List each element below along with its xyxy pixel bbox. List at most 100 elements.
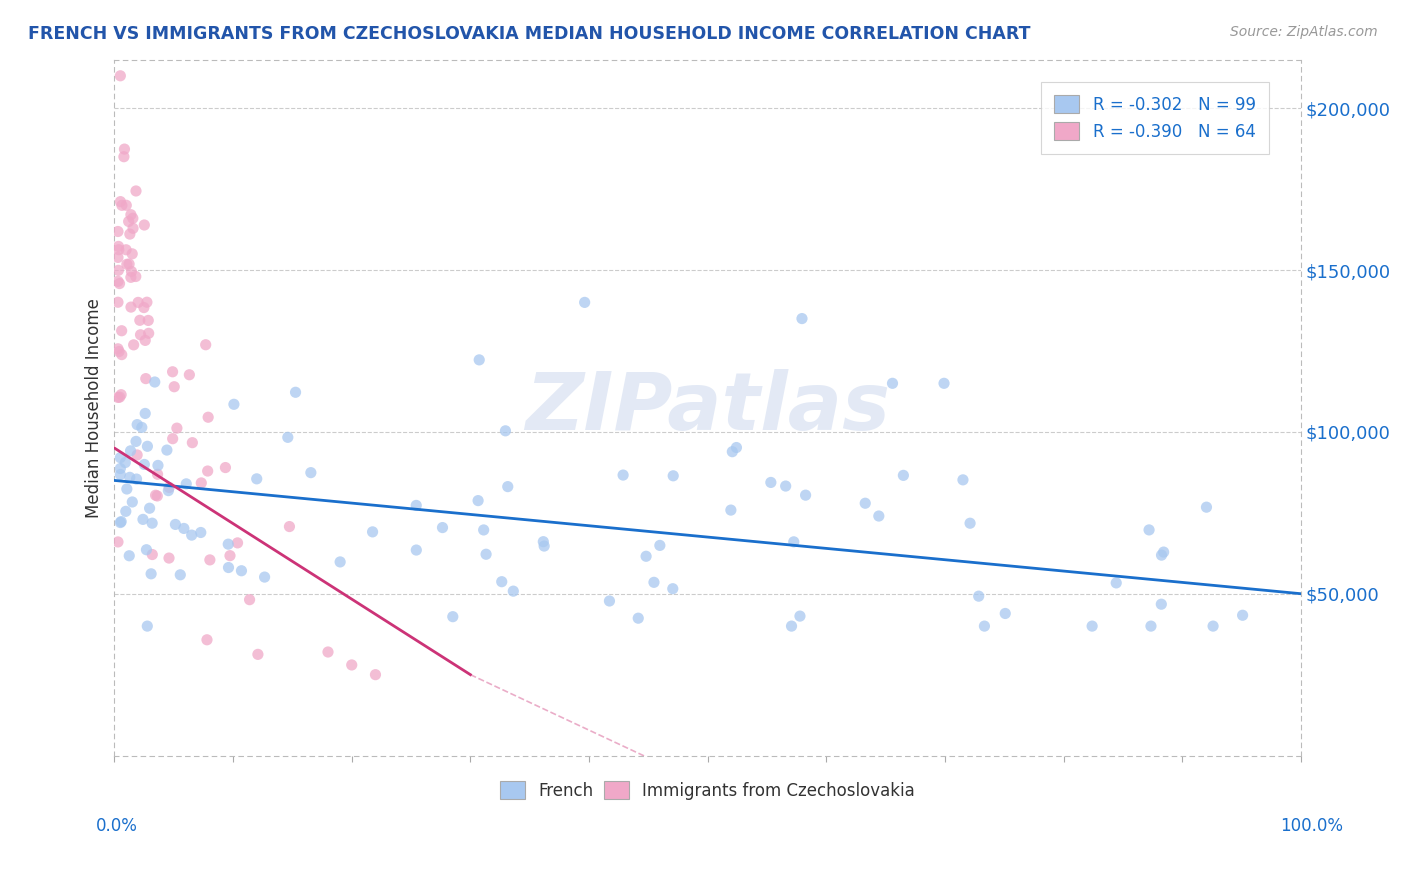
Point [114, 456, 136, 470]
Point [120, 443, 142, 458]
Point [118, 214, 141, 228]
Point [239, 592, 262, 607]
Point [180, 528, 202, 542]
Point [893, 468, 915, 483]
Point [173, 521, 195, 535]
Point [146, 489, 169, 503]
Text: ZIPatlas: ZIPatlas [526, 368, 890, 447]
Point [115, 482, 138, 496]
Point [340, 657, 363, 672]
Point [643, 575, 665, 590]
Point [110, 516, 132, 530]
Point [157, 551, 180, 566]
Point [316, 645, 339, 659]
Point [118, 470, 141, 484]
Point [868, 509, 890, 524]
Point [107, 225, 129, 239]
Point [166, 421, 188, 435]
Point [128, 313, 150, 327]
Point [1150, 548, 1173, 562]
Point [783, 534, 806, 549]
Point [136, 439, 159, 453]
Point [952, 473, 974, 487]
Point [197, 410, 219, 425]
Point [994, 607, 1017, 621]
Point [163, 380, 186, 394]
Point [598, 594, 620, 608]
Point [110, 515, 132, 529]
Point [246, 648, 269, 662]
Point [146, 458, 169, 473]
Point [932, 376, 955, 391]
Point [662, 582, 685, 596]
Point [108, 277, 131, 291]
Point [491, 574, 513, 589]
Point [107, 251, 129, 265]
Point [794, 488, 817, 502]
Point [1140, 619, 1163, 633]
Point [721, 444, 744, 458]
Point [141, 516, 163, 531]
Point [277, 430, 299, 444]
Point [226, 536, 249, 550]
Point [108, 344, 131, 359]
Point [118, 227, 141, 241]
Point [494, 424, 516, 438]
Point [1105, 575, 1128, 590]
Point [533, 539, 555, 553]
Point [162, 365, 184, 379]
Point [181, 435, 204, 450]
Text: 0.0%: 0.0% [96, 817, 138, 835]
Point [468, 352, 491, 367]
Point [775, 479, 797, 493]
Point [162, 432, 184, 446]
Point [364, 667, 387, 681]
Point [472, 523, 495, 537]
Point [132, 301, 155, 315]
Point [134, 334, 156, 348]
Point [141, 548, 163, 562]
Point [120, 270, 142, 285]
Point [121, 247, 143, 261]
Point [125, 269, 148, 284]
Point [156, 443, 179, 458]
Point [107, 274, 129, 288]
Point [169, 567, 191, 582]
Point [107, 342, 129, 356]
Point [114, 142, 136, 156]
Point [790, 311, 813, 326]
Point [853, 496, 876, 510]
Point [134, 218, 156, 232]
Point [967, 589, 990, 603]
Point [112, 150, 135, 164]
Point [405, 499, 427, 513]
Point [111, 198, 134, 212]
Point [432, 520, 454, 534]
Text: 100.0%: 100.0% [1279, 817, 1343, 835]
Point [136, 619, 159, 633]
Point [1202, 619, 1225, 633]
Point [107, 239, 129, 253]
Point [107, 391, 129, 405]
Point [467, 493, 489, 508]
Point [143, 375, 166, 389]
Point [789, 609, 811, 624]
Point [110, 450, 132, 465]
Point [107, 263, 129, 277]
Point [139, 566, 162, 581]
Legend: French, Immigrants from Czechoslovakia: French, Immigrants from Czechoslovakia [494, 774, 922, 806]
Point [197, 464, 219, 478]
Point [759, 475, 782, 490]
Point [121, 211, 143, 226]
Point [111, 324, 134, 338]
Point [127, 417, 149, 432]
Point [111, 348, 134, 362]
Point [110, 69, 132, 83]
Point [157, 481, 180, 495]
Point [110, 467, 132, 482]
Point [959, 516, 981, 531]
Text: Source: ZipAtlas.com: Source: ZipAtlas.com [1230, 25, 1378, 39]
Point [157, 483, 180, 498]
Point [441, 609, 464, 624]
Point [110, 194, 132, 209]
